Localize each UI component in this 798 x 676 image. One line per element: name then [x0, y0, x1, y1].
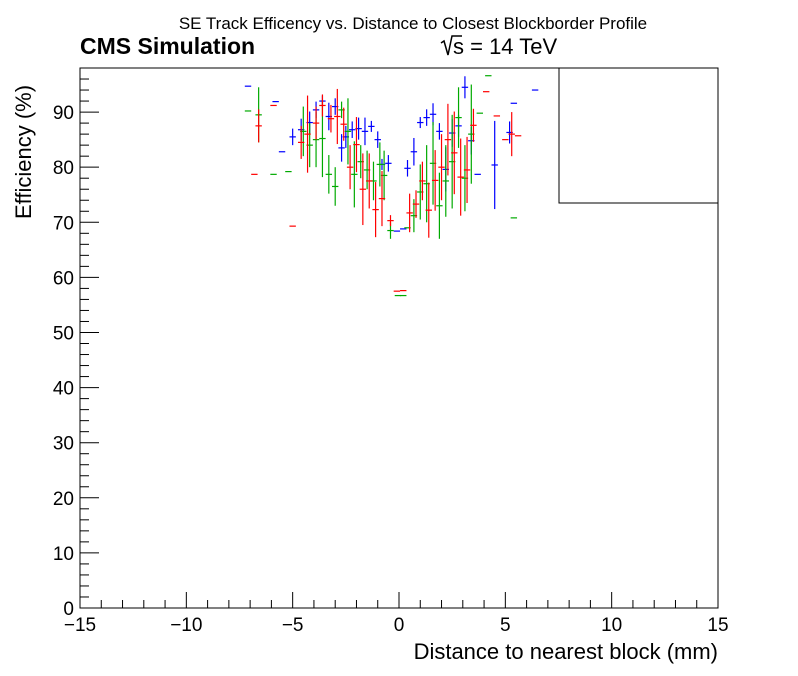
y-tick-label: 60: [53, 268, 74, 289]
data-point: [289, 128, 296, 146]
data-point: [255, 109, 262, 143]
data-point: [351, 141, 358, 208]
data-point: [451, 111, 458, 195]
chart-title: SE Track Efficency vs. Distance to Close…: [179, 14, 647, 33]
data-point: [372, 182, 379, 238]
data-point: [463, 136, 471, 203]
data-point: [419, 161, 426, 201]
data-point: [349, 121, 356, 138]
x-tick-label: −10: [170, 615, 202, 636]
x-tick-label: 5: [500, 615, 511, 636]
data-point: [366, 153, 373, 209]
data-point: [436, 172, 443, 239]
data-point: [340, 107, 347, 141]
data-point: [423, 109, 430, 126]
data-point: [304, 95, 311, 173]
x-tick-label: −5: [282, 615, 304, 636]
legend-box: [558, 67, 719, 204]
series-1: [244, 75, 518, 297]
data-point: [374, 131, 381, 148]
data-point: [508, 112, 515, 157]
data-point: [297, 125, 305, 159]
y-tick-label: 70: [53, 213, 74, 234]
data-point: [368, 120, 375, 132]
y-tick-label: 10: [53, 544, 74, 565]
energy-label: s = 14 TeV: [453, 34, 557, 59]
data-point: [457, 138, 464, 216]
data-point: [312, 106, 320, 140]
data-point: [376, 142, 384, 187]
data-point: [425, 182, 432, 238]
data-point: [404, 160, 411, 177]
data-point: [491, 120, 498, 210]
x-tick-label: −15: [64, 615, 96, 636]
series-2: [251, 88, 522, 292]
data-point: [436, 123, 443, 140]
data-point: [327, 104, 335, 133]
data-point: [361, 117, 369, 146]
y-tick-label: 30: [53, 434, 74, 455]
x-axis-label: Distance to nearest block (mm): [414, 639, 718, 664]
data-point: [346, 145, 354, 190]
data-point: [378, 171, 386, 227]
y-axis: 0 10 20 30 40 50 60 70 80 90: [53, 67, 99, 620]
data-point: [410, 137, 418, 166]
x-tick-label: 0: [394, 615, 405, 636]
x-tick-label: 10: [601, 615, 622, 636]
data-point: [334, 88, 341, 145]
data-point: [429, 103, 437, 126]
y-tick-label: 50: [53, 323, 74, 344]
data-point: [332, 167, 339, 206]
y-tick-label: 80: [53, 158, 74, 179]
data-point: [412, 190, 420, 218]
data-point: [353, 117, 360, 173]
data-point: [406, 193, 413, 233]
series-0: [244, 76, 539, 232]
x-tick-label: 15: [707, 615, 728, 636]
data-point: [387, 215, 394, 227]
data-point: [455, 87, 462, 148]
y-tick-label: 40: [53, 379, 74, 400]
y-tick-label: 90: [53, 103, 74, 124]
y-tick-label: 0: [63, 599, 74, 620]
experiment-label: CMS Simulation: [80, 33, 255, 59]
data-point: [431, 150, 439, 211]
data-point: [442, 145, 449, 217]
data-point: [338, 134, 345, 162]
data-point: [325, 155, 333, 194]
data-point: [438, 134, 445, 201]
data-point: [470, 108, 477, 142]
data-point: [461, 76, 469, 99]
data-point: [359, 153, 367, 226]
x-axis: −15 −10 −5 0 5 10 15: [64, 592, 729, 636]
data-point: [385, 155, 392, 172]
energy-label-group: s = 14 TeV: [440, 34, 557, 59]
data-points: [244, 75, 539, 297]
sqrt-symbol-icon: [440, 35, 462, 56]
data-point: [319, 94, 326, 117]
data-point: [444, 103, 452, 176]
y-tick-label: 20: [53, 489, 74, 510]
y-axis-label: Efficiency (%): [11, 85, 36, 219]
data-point: [344, 98, 352, 165]
data-point: [417, 117, 424, 129]
